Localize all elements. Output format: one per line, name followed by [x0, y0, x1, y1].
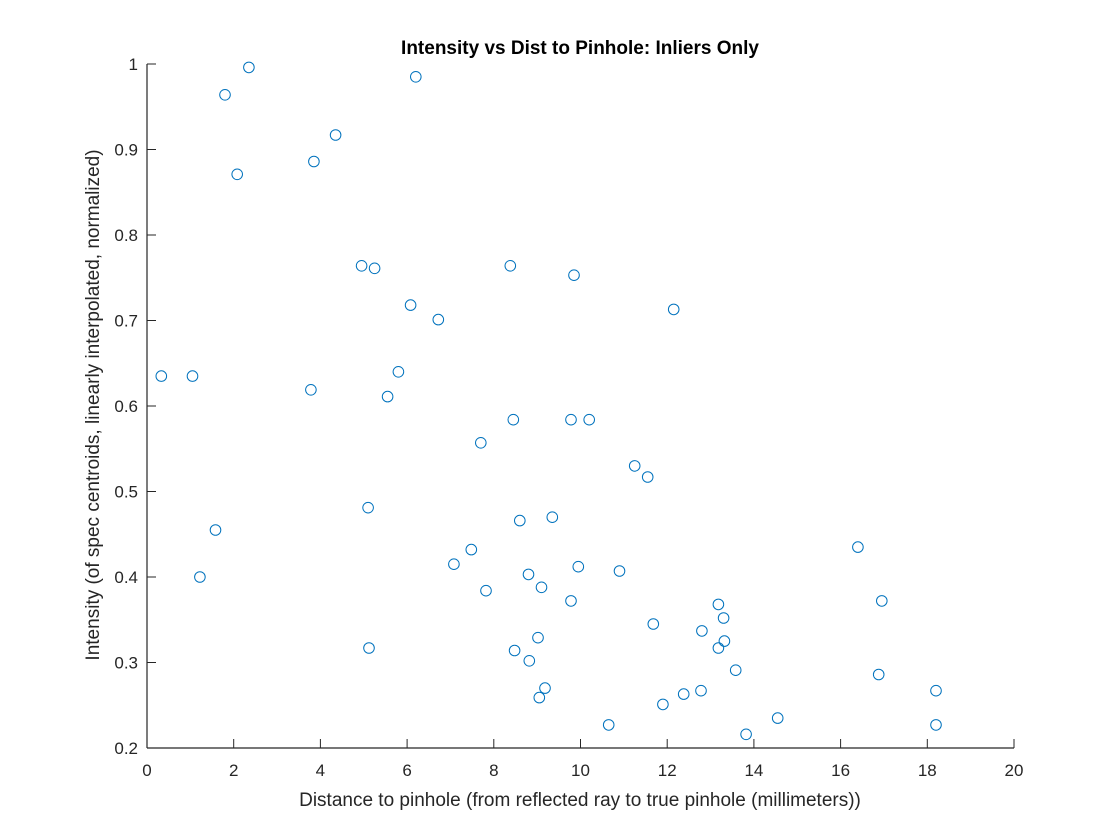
data-point [533, 691, 546, 704]
data-point [475, 437, 487, 449]
data-point [712, 598, 725, 611]
data-point [508, 644, 521, 657]
y-tick-label: 0.2 [114, 739, 138, 758]
data-point [404, 299, 417, 311]
plot-area: 0.2 0.3 0.4 0.5 0.6 0.7 0.8 0.9 1 0 2 4 6 8 10 12 14 16 1… [114, 55, 1023, 780]
data-point [572, 560, 585, 573]
data-point [568, 269, 580, 282]
y-tick-label: 0.3 [114, 654, 138, 673]
y-axis-label: Intensity (of spec centroids, linearly i… [83, 149, 104, 660]
x-tick-label: 14 [744, 761, 763, 780]
data-point [546, 511, 559, 524]
data-point [696, 625, 708, 637]
y-tick-label: 0.6 [114, 397, 138, 416]
scatter-points [155, 61, 942, 741]
data-point [677, 688, 690, 700]
data-point [392, 366, 405, 378]
x-tick-label: 12 [658, 761, 677, 780]
data-point [872, 668, 885, 681]
data-point [155, 370, 168, 382]
data-point [504, 260, 517, 272]
data-point [514, 514, 526, 527]
y-tick-label: 1 [129, 55, 138, 74]
data-point [305, 384, 317, 396]
data-point [729, 664, 742, 677]
data-point [565, 413, 577, 426]
x-tick-label: 18 [918, 761, 937, 780]
data-point [480, 584, 492, 597]
data-point [363, 642, 375, 654]
x-axis-label: Distance to pinhole (from reflected ray … [299, 790, 861, 811]
x-tick-label: 2 [229, 761, 238, 780]
data-point [771, 712, 784, 724]
data-point [194, 571, 206, 583]
data-point [186, 370, 199, 382]
data-point [368, 262, 381, 275]
data-point [641, 471, 654, 483]
data-point [712, 642, 725, 654]
x-tick-label: 10 [571, 761, 590, 780]
x-tick-label: 16 [831, 761, 850, 780]
data-point [930, 719, 942, 731]
data-point [381, 390, 394, 403]
data-point [852, 541, 864, 553]
data-point [532, 631, 544, 644]
data-point [432, 313, 445, 326]
x-tick-label: 0 [142, 761, 151, 780]
y-tick-label: 0.5 [114, 483, 138, 502]
data-point [876, 595, 888, 607]
data-point [355, 260, 368, 272]
data-point [465, 543, 478, 556]
data-point [448, 558, 460, 571]
y-tick-label: 0.8 [114, 226, 138, 245]
y-tick-label: 0.9 [114, 141, 138, 160]
data-point [410, 71, 422, 83]
data-point [695, 684, 707, 697]
data-point [667, 303, 680, 316]
y-axis-ticks: 0.2 0.3 0.4 0.5 0.6 0.7 0.8 0.9 1 [114, 55, 156, 758]
data-point [243, 61, 255, 74]
data-point [613, 565, 626, 577]
y-tick-label: 0.7 [114, 312, 138, 331]
data-point [628, 460, 641, 472]
data-point [539, 682, 551, 694]
data-point [602, 719, 615, 731]
data-point [583, 413, 596, 426]
x-tick-label: 20 [1005, 761, 1024, 780]
x-tick-label: 6 [402, 761, 411, 780]
data-point [718, 635, 731, 647]
data-point [930, 684, 942, 697]
data-point [523, 655, 536, 667]
data-point [565, 595, 577, 607]
data-point [219, 89, 231, 101]
x-tick-label: 4 [316, 761, 325, 780]
chart-title: Intensity vs Dist to Pinhole: Inliers On… [401, 38, 759, 59]
data-point [362, 501, 374, 514]
x-tick-label: 8 [489, 761, 498, 780]
data-point [507, 413, 520, 426]
data-point [647, 618, 660, 630]
data-point [209, 524, 222, 536]
data-point [329, 129, 342, 141]
data-point [522, 568, 535, 581]
data-point [231, 168, 243, 181]
data-point [740, 728, 752, 741]
data-point [657, 698, 669, 711]
data-point [535, 581, 548, 594]
data-point [717, 612, 730, 624]
data-point [308, 155, 320, 168]
y-tick-label: 0.4 [114, 568, 138, 587]
